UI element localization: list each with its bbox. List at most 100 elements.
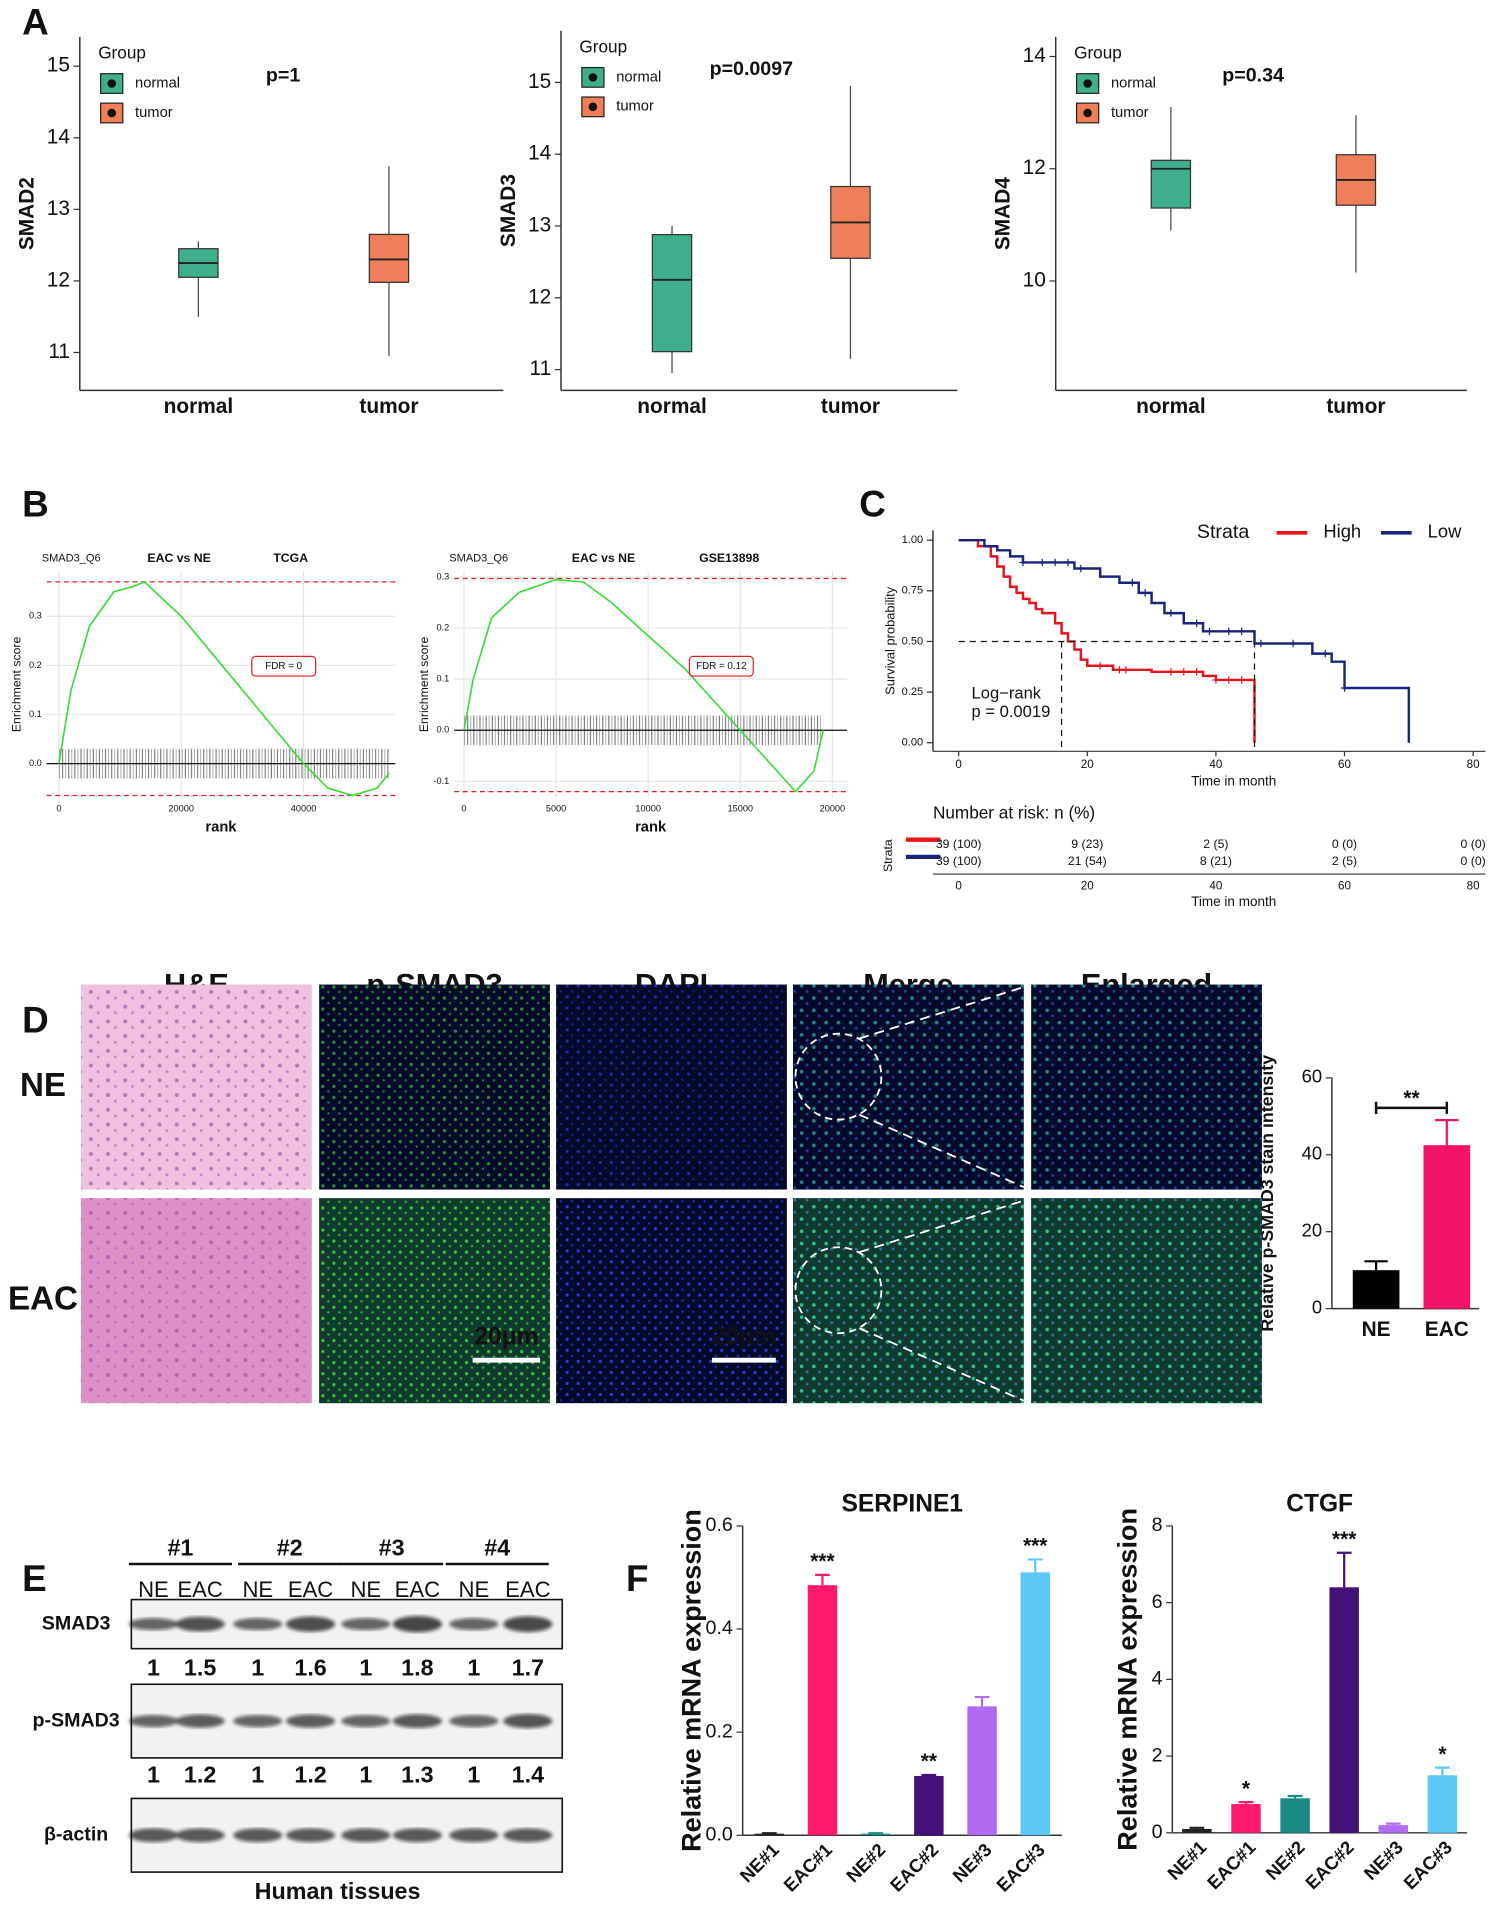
error-bar <box>1238 1801 1254 1805</box>
y-tick-label: -0.1 <box>433 776 449 786</box>
box <box>1150 159 1192 209</box>
y-axis-title: Survival probability <box>883 586 898 695</box>
y-tick-label: 0.3 <box>437 571 450 581</box>
survival-curve <box>958 538 1411 743</box>
quantification: 1 <box>467 1655 480 1681</box>
risk-ylabel: Strata <box>881 839 895 872</box>
risk-x-tick-label: 60 <box>1338 879 1351 892</box>
y-tick-label: 0.0 <box>706 1823 733 1845</box>
censor-mark <box>1192 668 1201 676</box>
y-tick-label: 0.2 <box>29 660 42 670</box>
enrichment-curve <box>463 578 824 793</box>
significance: *** <box>1332 1528 1357 1551</box>
band <box>392 1616 442 1633</box>
significance: ** <box>1403 1087 1420 1110</box>
error-bar <box>921 1773 937 1777</box>
bar <box>754 1833 785 1836</box>
y-tick-label: 0.4 <box>706 1617 733 1639</box>
x-tick-label: 20000 <box>168 803 194 813</box>
significance: *** <box>1023 1535 1048 1558</box>
y-axis-title: Relative mRNA expression <box>677 1509 707 1852</box>
legend-label: Low <box>1428 521 1462 542</box>
box <box>651 234 693 353</box>
y-tick-label: 8 <box>1152 1514 1163 1536</box>
gene-set: SMAD3_Q6 <box>449 553 508 565</box>
censor-mark <box>1064 558 1072 567</box>
risk-count: 8 (21) <box>1200 854 1232 868</box>
x-tick-label: EAC#2 <box>1301 1836 1358 1893</box>
bar <box>1329 1587 1359 1833</box>
legend-title: Group <box>579 36 627 56</box>
y-tick-label: 2 <box>1152 1744 1163 1766</box>
y-tick-label: 0.2 <box>706 1720 733 1742</box>
error-bar <box>815 1573 830 1586</box>
quantification: 1.4 <box>512 1761 544 1787</box>
lane-label: NE <box>138 1577 169 1602</box>
x-tick-label: 40000 <box>291 803 317 813</box>
x-axis-title: rank <box>205 819 237 835</box>
y-tick-label: 0.50 <box>902 635 923 647</box>
error-bar <box>974 1695 990 1707</box>
y-axis-title: Relative mRNA expression <box>1112 1508 1142 1851</box>
sample-label: #2 <box>277 1534 303 1560</box>
lane-label: EAC <box>177 1577 222 1602</box>
p-value: p=0.34 <box>1222 64 1284 86</box>
risk-x-tick-label: 40 <box>1209 879 1222 892</box>
y-tick-label: 0.1 <box>29 709 42 719</box>
chart-title: CTGF <box>1286 1491 1353 1518</box>
risk-count: 39 (100) <box>936 854 982 868</box>
censor-mark <box>1340 684 1349 692</box>
band <box>341 1828 391 1843</box>
enrichment-curve <box>58 580 390 797</box>
zoom-lines <box>858 986 1025 1188</box>
legend-key-dot <box>107 108 117 118</box>
x-tick-label: 20000 <box>820 803 846 813</box>
lane-label: NE <box>459 1577 490 1602</box>
band <box>392 1828 442 1843</box>
micrograph-stain <box>793 1198 1024 1404</box>
panel-label: F <box>626 1558 649 1599</box>
band <box>286 1714 336 1728</box>
error-bar <box>1435 1119 1459 1146</box>
error-bar <box>1027 1558 1043 1573</box>
bar <box>1352 1270 1400 1309</box>
x-tick-label: EAC <box>1425 1318 1469 1341</box>
band <box>286 1828 336 1843</box>
y-tick-label: 0 <box>1312 1296 1322 1317</box>
chart-title: SERPINE1 <box>842 1491 963 1518</box>
censor-mark <box>1128 579 1136 587</box>
y-tick-label: 0.2 <box>437 623 450 633</box>
y-tick-label: 13 <box>47 197 70 220</box>
significance: * <box>1242 1777 1251 1800</box>
x-tick-label: 60 <box>1338 758 1351 771</box>
micrograph-texture <box>793 1198 1024 1404</box>
censor-mark <box>1077 564 1085 573</box>
band <box>233 1617 283 1631</box>
zoom-circle <box>794 1032 883 1121</box>
risk-title: Number at risk: n (%) <box>933 802 1095 822</box>
error-bar <box>1287 1794 1303 1799</box>
censor-mark <box>1212 676 1220 684</box>
censor-mark <box>1167 668 1175 676</box>
risk-x-tick-label: 20 <box>1081 879 1094 892</box>
bar <box>1182 1828 1212 1833</box>
x-tick-label: 80 <box>1467 758 1480 771</box>
bar <box>1378 1825 1409 1833</box>
comparison: EAC vs NE <box>147 551 210 565</box>
bar <box>860 1833 891 1836</box>
band <box>449 1714 499 1728</box>
quantification: 1 <box>147 1655 160 1681</box>
risk-count: 0 (0) <box>1461 837 1486 851</box>
legend-title: Group <box>98 43 146 63</box>
scale-label: 20μm <box>712 1324 776 1351</box>
y-tick-label: 0.0 <box>29 758 42 768</box>
y-axis-title: SMAD3 <box>497 174 520 247</box>
y-axis-title: Enrichment score <box>9 637 23 733</box>
error-bar <box>1435 1766 1450 1776</box>
band <box>233 1828 283 1843</box>
bar <box>1020 1572 1050 1836</box>
y-axis-title: Enrichment score <box>417 637 431 733</box>
x-axis-title: rank <box>635 819 667 835</box>
x-tick-label: normal <box>1136 395 1206 418</box>
